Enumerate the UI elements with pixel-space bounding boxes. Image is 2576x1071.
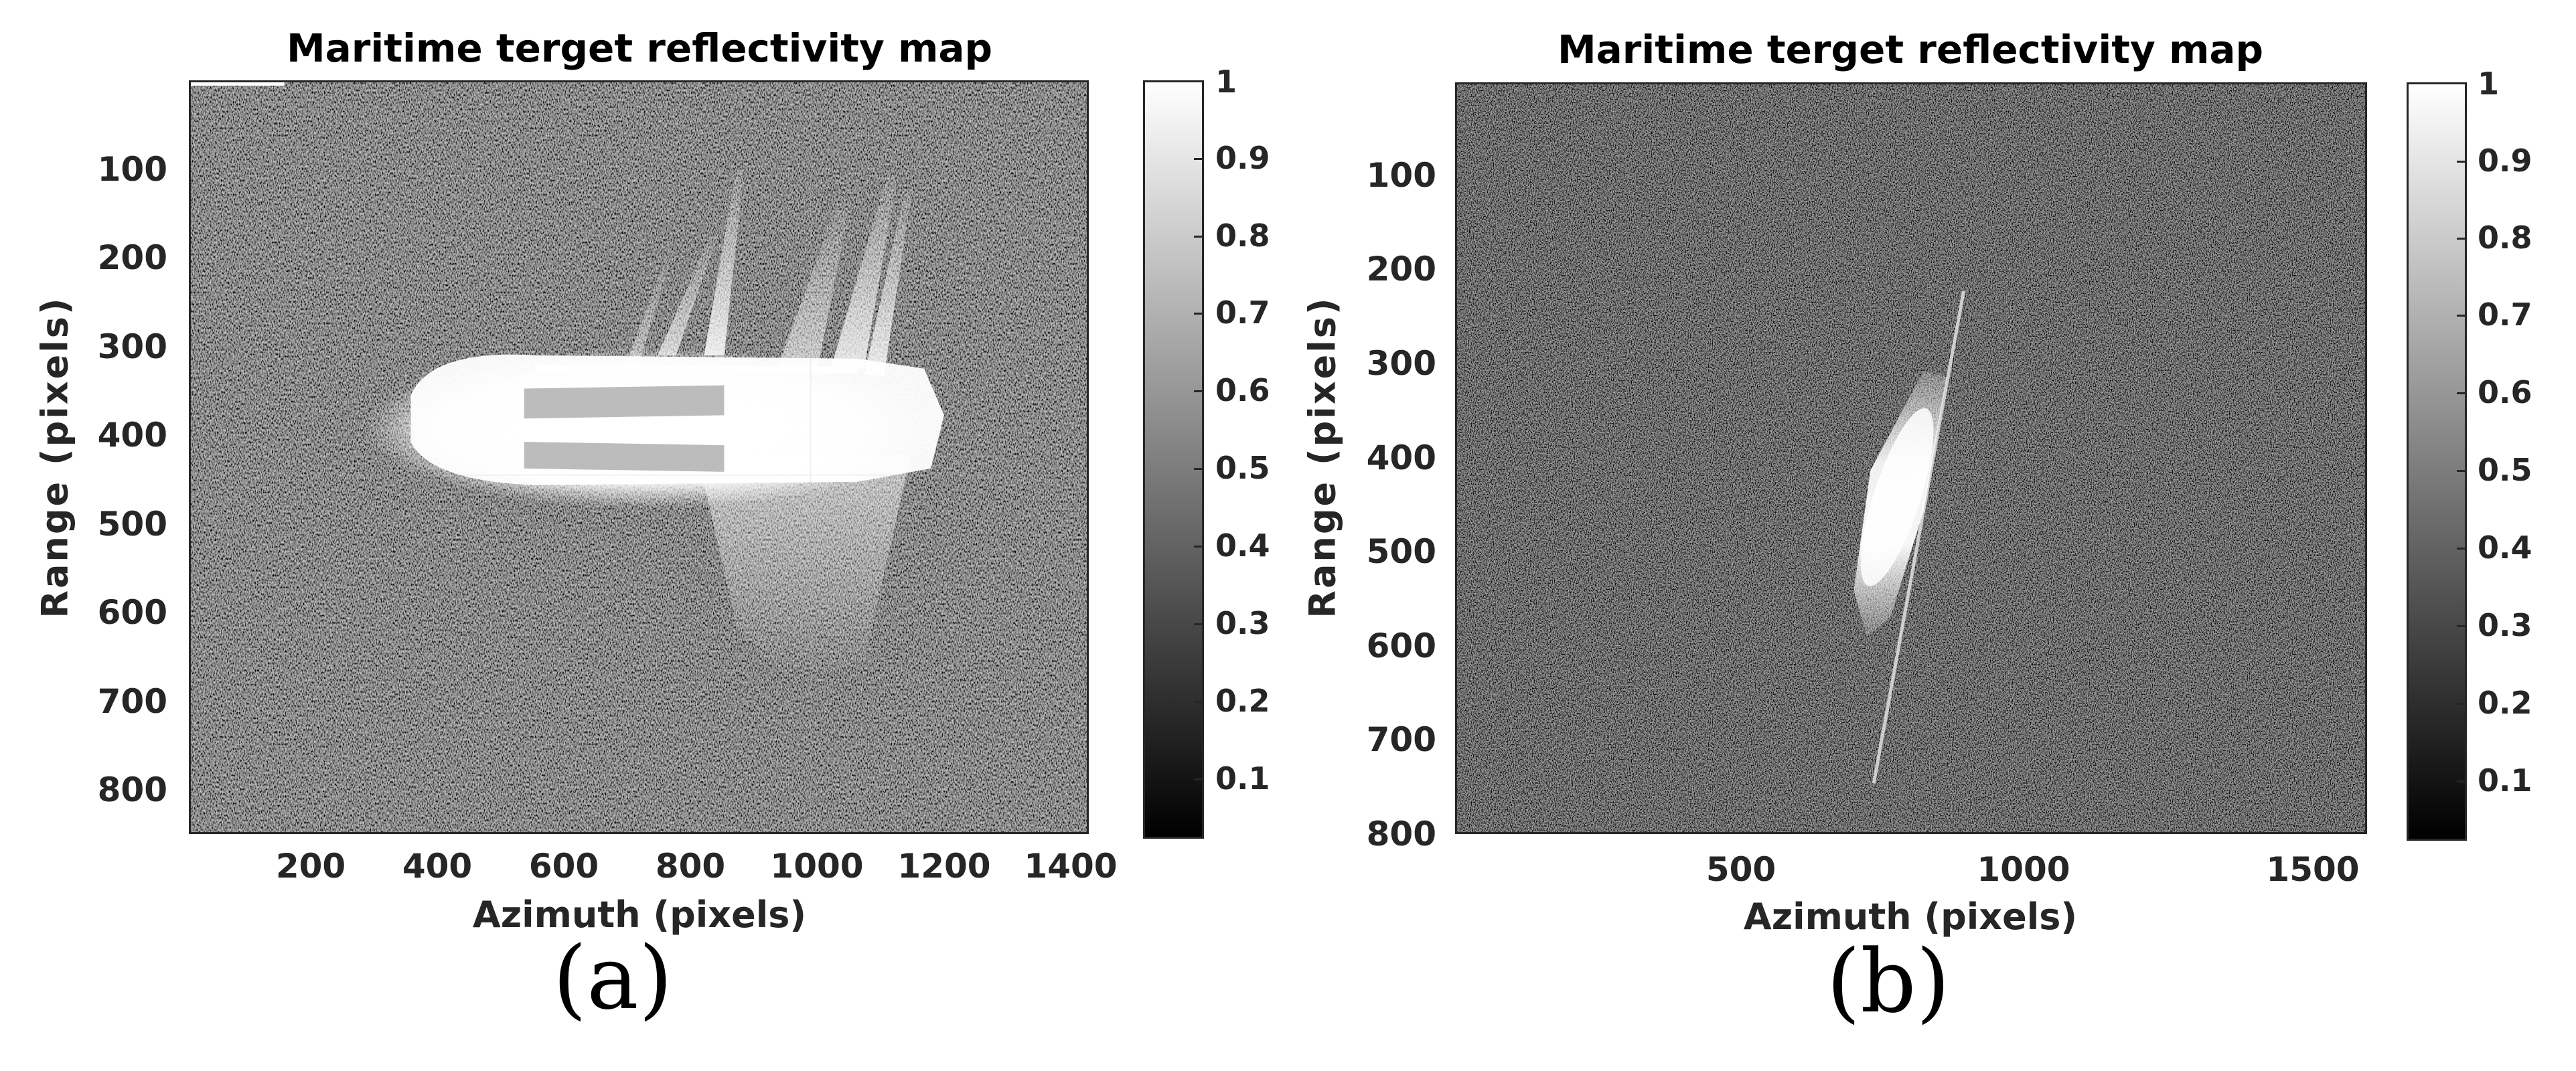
panel-a-colorbar-tick: 0.7 xyxy=(1215,295,1270,331)
panel-a-caption: (a) xyxy=(552,927,673,1029)
panel-b-colorbar-tickmark xyxy=(2457,315,2465,317)
panel-b-caption: (b) xyxy=(1826,930,1951,1032)
panel-a: Maritime terget reflectivity map xyxy=(0,0,1272,1071)
panel-b-title: Maritime terget reflectivity map xyxy=(1557,27,2264,72)
panel-b-colorbar-tickmark xyxy=(2457,470,2465,472)
panel-a-colorbar-tick: 0.6 xyxy=(1215,372,1270,408)
panel-b-colorbar-tick: 0.5 xyxy=(2478,452,2532,488)
panel-a-ytick: 100 xyxy=(97,150,167,189)
panel-a-ytick: 700 xyxy=(97,682,167,721)
panel-b-ytick: 200 xyxy=(1366,250,1436,289)
panel-a-ytick: 300 xyxy=(97,327,167,366)
panel-b-colorbar-tick: 0.3 xyxy=(2478,607,2532,643)
panel-b-ytick: 100 xyxy=(1366,156,1436,195)
panel-b-xlabel: Azimuth (pixels) xyxy=(1743,896,2078,938)
panel-b-ylabel: Range (pixels) xyxy=(1301,296,1344,619)
panel-b-colorbar-tick: 0.9 xyxy=(2478,143,2532,179)
panel-a-xtick: 1400 xyxy=(1024,847,1118,886)
panel-b-ytick: 800 xyxy=(1366,815,1436,853)
panel-b-colorbar-tick: 0.7 xyxy=(2478,297,2532,333)
panel-a-colorbar-tick: 0.3 xyxy=(1215,605,1270,641)
panel-a-colorbar xyxy=(1143,80,1204,839)
panel-a-heatmap xyxy=(189,80,1089,834)
panel-b-colorbar-tick: 1 xyxy=(2478,66,2500,102)
panel-b-xtick: 500 xyxy=(1706,850,1776,889)
panel-a-colorbar-tick: 0.1 xyxy=(1215,760,1270,797)
panel-a-colorbar-tick: 0.4 xyxy=(1215,527,1270,564)
panel-a-colorbar-tick: 0.2 xyxy=(1215,683,1270,719)
panel-a-colorbar-tick: 0.9 xyxy=(1215,140,1270,176)
panel-b-ytick: 300 xyxy=(1366,344,1436,383)
panel-b-colorbar xyxy=(2407,82,2467,841)
panel-a-ytick: 800 xyxy=(97,770,167,809)
panel-b-colorbar-tick: 0.1 xyxy=(2478,762,2532,799)
panel-a-ytick: 200 xyxy=(97,238,167,277)
panel-a-colorbar-tickmark xyxy=(1194,390,1202,392)
panel-a-colorbar-tick: 0.5 xyxy=(1215,450,1270,486)
panel-a-colorbar-tickmark xyxy=(1194,468,1202,470)
panel-a-colorbar-tickmark xyxy=(1194,313,1202,315)
panel-b-colorbar-tick: 0.4 xyxy=(2478,529,2532,566)
panel-a-xtick: 1200 xyxy=(897,847,991,886)
panel-b-xtick: 1500 xyxy=(2266,850,2360,889)
panel-a-colorbar-tick: 1 xyxy=(1215,64,1237,100)
panel-a-xlabel: Azimuth (pixels) xyxy=(472,894,807,936)
panel-b-colorbar-tick: 0.6 xyxy=(2478,374,2532,410)
panel-a-ytick: 400 xyxy=(97,416,167,455)
panel-a-colorbar-tick: 0.8 xyxy=(1215,218,1270,254)
panel-a-colorbar-tickmark xyxy=(1194,236,1202,238)
panel-b-heatmap xyxy=(1455,82,2367,834)
panel-b-ytick: 600 xyxy=(1366,627,1436,665)
panel-b-colorbar-tickmark xyxy=(2457,780,2465,782)
panel-b-colorbar-tickmark xyxy=(2457,703,2465,705)
panel-b-colorbar-tickmark xyxy=(2457,625,2465,627)
panel-b-ytick: 500 xyxy=(1366,532,1436,571)
panel-a-xtick: 1000 xyxy=(770,847,864,886)
panel-a-xtick: 600 xyxy=(528,847,599,886)
panel-b-ytick: 400 xyxy=(1366,438,1436,477)
panel-b-xtick: 1000 xyxy=(1977,850,2070,889)
panel-a-colorbar-tickmark xyxy=(1194,546,1202,548)
panel-a-xtick: 800 xyxy=(655,847,726,886)
panel-b-reflectivity-image xyxy=(1457,84,2365,832)
panel-b-colorbar-tickmark xyxy=(2457,548,2465,550)
panel-a-colorbar-tickmark xyxy=(1194,158,1202,160)
panel-b-colorbar-tickmark xyxy=(2457,161,2465,163)
panel-a-colorbar-tickmark xyxy=(1194,623,1202,625)
panel-a-xtick: 400 xyxy=(402,847,473,886)
panel-b-colorbar-tickmark xyxy=(2457,238,2465,240)
panel-b-colorbar-tickmark xyxy=(2457,392,2465,394)
panel-b-ytick: 700 xyxy=(1366,720,1436,759)
panel-a-reflectivity-image xyxy=(191,82,1087,832)
panel-a-ytick: 500 xyxy=(97,505,167,544)
panel-a-colorbar-tickmark xyxy=(1194,701,1202,703)
panel-b-colorbar-tick: 0.2 xyxy=(2478,685,2532,721)
panel-b-colorbar-tick: 0.8 xyxy=(2478,220,2532,256)
panel-a-title: Maritime terget reflectivity map xyxy=(286,25,993,71)
panel-a-ytick: 600 xyxy=(97,593,167,632)
panel-a-xtick: 200 xyxy=(275,847,346,886)
panel-a-colorbar-tickmark xyxy=(1194,778,1202,780)
